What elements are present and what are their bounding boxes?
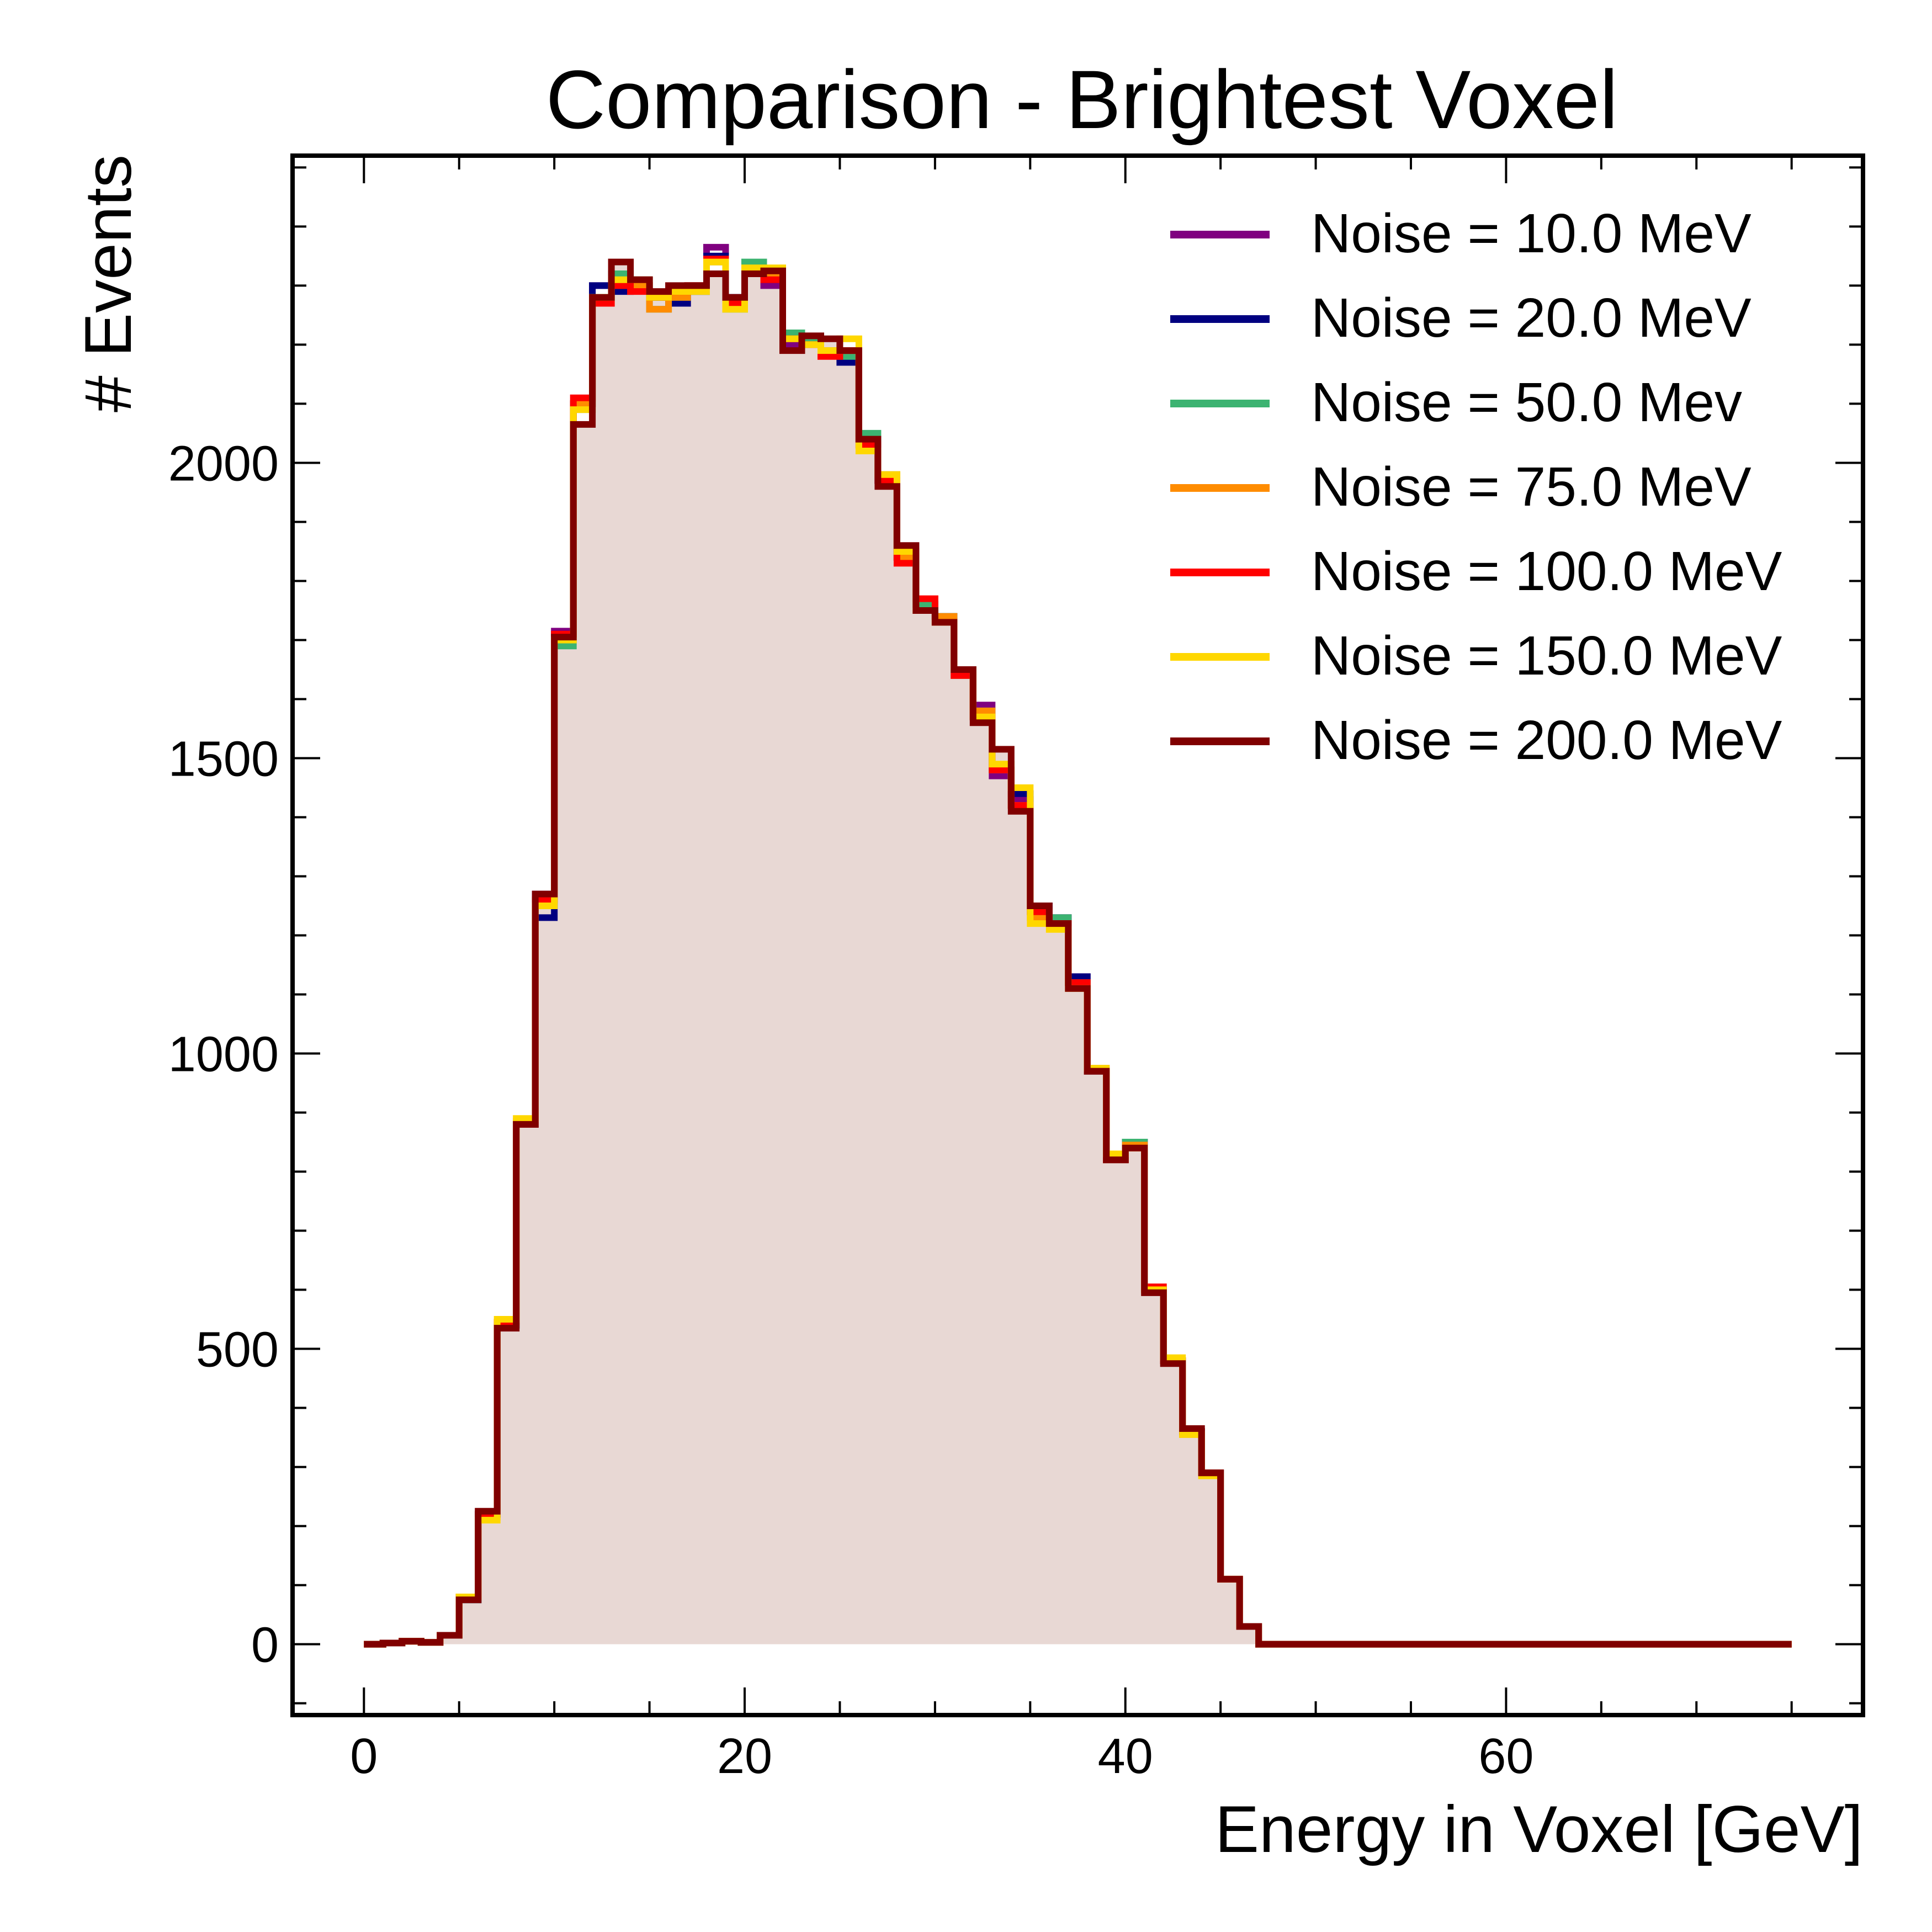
legend-label-2: Noise = 20.0 MeV xyxy=(1311,287,1751,349)
y-tick-label: 0 xyxy=(251,1618,279,1673)
legend-label-3: Noise = 50.0 Mev xyxy=(1311,371,1742,433)
x-tick-label: 0 xyxy=(350,1729,378,1784)
legend-label-4: Noise = 75.0 MeV xyxy=(1311,456,1751,518)
legend-label-6: Noise = 150.0 MeV xyxy=(1311,625,1782,687)
legend-label-5: Noise = 100.0 MeV xyxy=(1311,540,1782,602)
plot-frame xyxy=(290,153,1865,1717)
legend-label-7: Noise = 200.0 MeV xyxy=(1311,709,1782,771)
x-axis-label: Energy in Voxel [GeV] xyxy=(1215,1792,1863,1866)
y-tick-label: 2000 xyxy=(168,436,279,491)
y-tick-label: 1000 xyxy=(168,1027,279,1082)
chart-title: Comparison - Brightest Voxel xyxy=(546,53,1618,146)
y-axis-label: # Events xyxy=(71,155,145,412)
x-tick-label: 60 xyxy=(1478,1729,1533,1784)
x-tick-label: 20 xyxy=(717,1729,772,1784)
series-line-7 xyxy=(364,258,1792,1648)
plot-area: 0 20 40 60 0 500 1000 1500 2000 xyxy=(168,156,1863,1784)
y-tick-label: 1500 xyxy=(168,731,279,787)
y-tick-label: 500 xyxy=(196,1323,279,1378)
legend-label-1: Noise = 10.0 MeV xyxy=(1311,203,1751,264)
histogram-fill-area xyxy=(364,262,1792,1644)
x-tick-label: 40 xyxy=(1098,1729,1153,1784)
legend: Noise = 10.0 MeV Noise = 20.0 MeV Noise = … xyxy=(1170,203,1782,771)
